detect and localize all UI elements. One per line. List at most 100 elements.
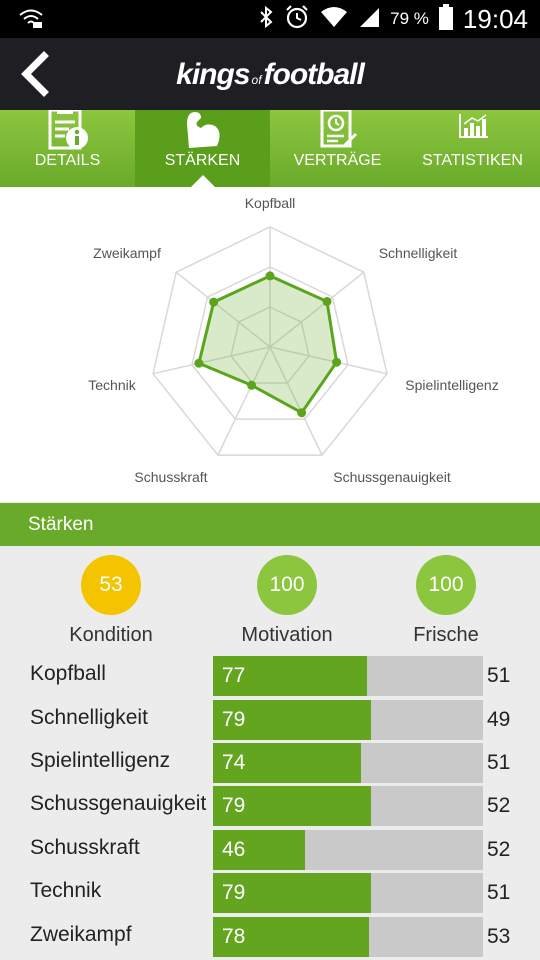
section-title: Stärken — [28, 514, 94, 535]
tab-details[interactable]: DETAILS — [0, 108, 135, 187]
clock: 19:04 — [462, 3, 528, 34]
attribute-row: Schussgenauigkeit 79 52 — [0, 786, 540, 826]
radar-axis-label: Kopfball — [244, 195, 296, 211]
attribute-name: Zweikampf — [30, 923, 132, 946]
kondition-circle: 53 — [81, 555, 141, 615]
tab-bar: DETAILS STÄRKEN VERTRÄGE — [0, 108, 540, 187]
kondition-value: 53 — [99, 573, 123, 596]
attribute-bar-fill — [213, 873, 371, 913]
motivation-circle: 100 — [257, 555, 317, 615]
radar-grid-ring — [191, 266, 349, 420]
strengths-radar-chart: Kopfball Schnelligkeit Spielintelligenz Sch… — [0, 187, 540, 502]
attribute-bar-fill — [213, 830, 306, 870]
attribute-value: 74 — [222, 751, 246, 774]
radar-axis-label: Schusskraft — [134, 469, 208, 485]
radar-data-point — [247, 380, 257, 390]
attribute-compare-value: 53 — [487, 925, 511, 948]
battery-icon — [438, 3, 453, 35]
logo-text-kings: kings — [176, 58, 250, 91]
attribute-value: 77 — [222, 664, 246, 687]
attribute-bar-fill — [213, 700, 371, 740]
bluetooth-icon — [258, 5, 274, 34]
radar-axis-label: Zweikampf — [93, 245, 161, 261]
attribute-compare-value: 49 — [487, 708, 511, 731]
attribute-bar-fill — [213, 786, 371, 826]
attribute-name: Technik — [30, 879, 102, 902]
radar-axis-label: Schnelligkeit — [378, 245, 458, 261]
radar-data-point — [332, 357, 342, 367]
motivation-label: Motivation — [241, 624, 333, 646]
attribute-value: 78 — [222, 925, 246, 948]
signal-icon — [358, 6, 380, 33]
status-bar: 79 % 19:04 — [0, 0, 540, 38]
attribute-bar-fill — [213, 743, 361, 783]
attribute-bar: 46 — [213, 830, 483, 870]
motivation-value: 100 — [269, 573, 305, 596]
attribute-value: 79 — [222, 794, 246, 817]
attribute-name: Schnelligkeit — [30, 706, 148, 729]
attribute-row: Kopfball 77 51 — [0, 656, 540, 696]
attribute-bar-fill — [213, 656, 367, 696]
radar-data-point — [194, 358, 204, 368]
attribute-value: 79 — [222, 881, 246, 904]
tab-staerken[interactable]: STÄRKEN — [135, 110, 270, 187]
flexed-arm-icon — [179, 110, 227, 155]
radar-spoke — [175, 271, 271, 348]
chevron-left-icon — [14, 51, 62, 102]
radar-spoke — [152, 346, 271, 375]
frische-label: Frische — [413, 624, 479, 646]
radar-data-point — [322, 297, 332, 307]
attribute-name: Spielintelligenz — [30, 749, 171, 772]
radar-axis-label: Schussgenauigkeit — [333, 469, 451, 485]
attribute-compare-value: 52 — [487, 794, 511, 817]
attribute-name: Kopfball — [30, 662, 106, 685]
radar-data-shape — [197, 274, 339, 415]
radar-axis-label: Spielintelligenz — [405, 377, 499, 393]
attribute-bar: 79 — [213, 873, 483, 913]
attribute-value: 79 — [222, 708, 246, 731]
attribute-row: Zweikampf 78 53 — [0, 917, 540, 957]
active-tab-pointer — [191, 175, 215, 187]
attribute-compare-value: 51 — [487, 664, 511, 687]
wifi-icon — [320, 5, 348, 34]
battery-percentage: 79 % — [390, 9, 429, 28]
tab-label: STATISTIKEN — [422, 152, 523, 169]
attribute-row: Schnelligkeit 79 49 — [0, 700, 540, 740]
attribute-bar: 79 — [213, 786, 483, 826]
attribute-row: Spielintelligenz 74 51 — [0, 743, 540, 783]
frische-circle: 100 — [416, 555, 476, 615]
attribute-compare-value: 51 — [487, 881, 511, 904]
wifi-status-icon — [18, 7, 44, 34]
radar-spoke — [269, 346, 388, 375]
tab-statistiken[interactable]: STATISTIKEN — [405, 110, 540, 187]
back-button[interactable] — [14, 50, 62, 98]
section-header: Stärken — [0, 503, 540, 546]
radar-spoke — [269, 346, 323, 456]
contract-clock-icon — [314, 108, 362, 155]
attribute-row: Schusskraft 46 52 — [0, 830, 540, 870]
radar-data-point — [297, 408, 307, 418]
logo-text-of: of — [251, 73, 262, 87]
tab-label: DETAILS — [34, 152, 101, 169]
logo-text-football: football — [263, 58, 365, 91]
radar-grid-ring — [230, 306, 310, 384]
radar-data-point — [265, 271, 275, 281]
attribute-bar: 79 — [213, 700, 483, 740]
attribute-bar: 77 — [213, 656, 483, 696]
attribute-bar: 78 — [213, 917, 483, 957]
radar-spoke — [217, 346, 271, 456]
radar-axis-label: Technik — [88, 377, 136, 393]
attribute-name: Schusskraft — [30, 836, 140, 859]
clipboard-info-icon — [44, 108, 92, 155]
frische-value: 100 — [428, 573, 464, 596]
attribute-bar: 74 — [213, 743, 483, 783]
app-logo: kings offootball — [0, 58, 540, 92]
attribute-compare-value: 52 — [487, 838, 511, 861]
bar-chart-icon — [449, 110, 497, 155]
tab-vertraege[interactable]: VERTRÄGE — [270, 108, 405, 187]
attribute-row: Technik 79 51 — [0, 873, 540, 913]
attribute-value: 46 — [222, 838, 246, 861]
tab-label: STÄRKEN — [164, 152, 241, 169]
title-bar: kings offootball — [0, 38, 540, 110]
radar-data-point — [209, 297, 219, 307]
